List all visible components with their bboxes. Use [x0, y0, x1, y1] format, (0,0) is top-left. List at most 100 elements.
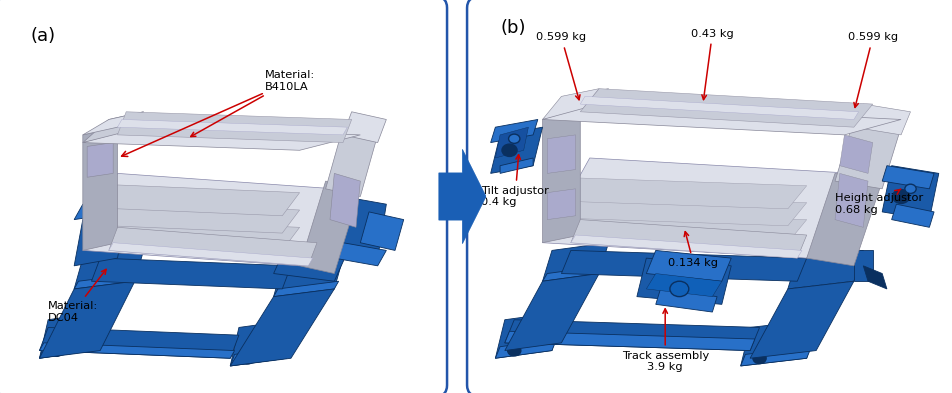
Polygon shape	[834, 173, 867, 227]
Polygon shape	[87, 143, 113, 177]
FancyBboxPatch shape	[466, 0, 952, 393]
Polygon shape	[749, 281, 853, 358]
Circle shape	[752, 353, 765, 364]
Polygon shape	[839, 135, 872, 173]
Polygon shape	[561, 178, 805, 209]
Polygon shape	[273, 281, 338, 297]
Polygon shape	[645, 250, 730, 281]
Polygon shape	[863, 266, 886, 289]
Polygon shape	[290, 220, 360, 250]
Polygon shape	[343, 112, 386, 143]
Polygon shape	[230, 320, 295, 366]
Polygon shape	[100, 202, 299, 233]
Text: (a): (a)	[30, 27, 56, 45]
Polygon shape	[100, 220, 299, 250]
Polygon shape	[495, 339, 556, 358]
Polygon shape	[490, 119, 537, 143]
Polygon shape	[109, 243, 312, 266]
Circle shape	[50, 345, 63, 356]
Text: Height adjustor
0.68 kg: Height adjustor 0.68 kg	[834, 189, 922, 215]
Text: 0.599 kg: 0.599 kg	[536, 33, 585, 100]
Polygon shape	[505, 331, 754, 351]
Circle shape	[507, 345, 521, 356]
Text: Material:
DC04: Material: DC04	[48, 269, 106, 323]
Polygon shape	[83, 173, 334, 266]
Polygon shape	[334, 243, 386, 266]
Polygon shape	[542, 104, 900, 135]
Polygon shape	[580, 96, 858, 119]
Polygon shape	[83, 127, 117, 250]
Circle shape	[903, 184, 915, 193]
Circle shape	[669, 281, 688, 297]
Polygon shape	[853, 250, 872, 281]
Polygon shape	[561, 195, 805, 226]
Polygon shape	[570, 220, 805, 258]
Polygon shape	[542, 89, 599, 119]
Polygon shape	[438, 149, 486, 244]
Polygon shape	[546, 135, 575, 173]
Polygon shape	[39, 327, 239, 358]
Polygon shape	[805, 173, 882, 266]
Polygon shape	[740, 347, 810, 366]
Polygon shape	[500, 158, 532, 173]
Polygon shape	[74, 274, 139, 289]
Polygon shape	[561, 250, 805, 281]
Polygon shape	[39, 312, 100, 358]
Polygon shape	[882, 166, 933, 189]
Text: 0.134 kg: 0.134 kg	[667, 231, 718, 268]
Polygon shape	[109, 227, 317, 266]
Polygon shape	[273, 258, 343, 297]
Polygon shape	[787, 250, 863, 289]
Polygon shape	[74, 196, 135, 220]
Polygon shape	[117, 112, 351, 143]
Polygon shape	[230, 347, 290, 366]
Polygon shape	[645, 274, 721, 297]
Polygon shape	[853, 104, 909, 135]
Polygon shape	[39, 339, 96, 358]
Polygon shape	[83, 112, 144, 143]
Polygon shape	[83, 127, 360, 150]
Polygon shape	[891, 204, 933, 227]
Polygon shape	[542, 266, 604, 281]
Polygon shape	[329, 173, 360, 227]
FancyBboxPatch shape	[0, 0, 446, 393]
Polygon shape	[542, 158, 853, 258]
Polygon shape	[299, 181, 360, 274]
Polygon shape	[100, 185, 299, 216]
Polygon shape	[74, 212, 126, 266]
Polygon shape	[505, 274, 599, 351]
Circle shape	[241, 353, 254, 364]
Polygon shape	[636, 258, 730, 304]
Text: Material:
B410LA: Material: B410LA	[190, 70, 315, 136]
Text: Track assembly
3.9 kg: Track assembly 3.9 kg	[621, 309, 708, 372]
Polygon shape	[360, 212, 404, 250]
Polygon shape	[542, 112, 580, 243]
Text: 0.43 kg: 0.43 kg	[690, 29, 733, 99]
Polygon shape	[542, 243, 608, 281]
Polygon shape	[39, 281, 135, 358]
Polygon shape	[39, 343, 234, 358]
Text: 0.599 kg: 0.599 kg	[847, 33, 897, 107]
Polygon shape	[334, 196, 386, 258]
Polygon shape	[882, 166, 938, 220]
Polygon shape	[74, 250, 144, 289]
Polygon shape	[326, 127, 377, 196]
Polygon shape	[834, 119, 900, 189]
Text: (b): (b)	[500, 19, 526, 37]
Polygon shape	[273, 235, 351, 281]
Circle shape	[508, 134, 520, 143]
Polygon shape	[230, 289, 334, 366]
Polygon shape	[505, 320, 759, 351]
Polygon shape	[561, 212, 805, 243]
Polygon shape	[495, 312, 561, 358]
Text: Tilt adjustor
0.4 kg: Tilt adjustor 0.4 kg	[481, 155, 548, 207]
Polygon shape	[490, 127, 542, 173]
Polygon shape	[542, 89, 608, 119]
Polygon shape	[580, 89, 872, 127]
Polygon shape	[495, 127, 527, 158]
Circle shape	[892, 189, 908, 204]
Polygon shape	[655, 289, 716, 312]
Circle shape	[502, 144, 517, 156]
Polygon shape	[740, 320, 815, 366]
Polygon shape	[83, 112, 144, 135]
